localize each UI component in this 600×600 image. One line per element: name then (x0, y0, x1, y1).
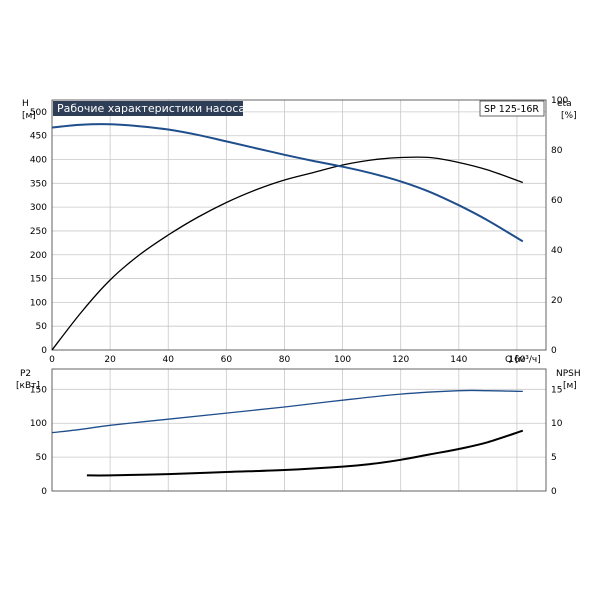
chart-title: Рабочие характеристики насоса (57, 102, 245, 115)
head-curve (51, 123, 524, 243)
p2-tick-100: 100 (30, 419, 47, 429)
q-tick-0: 0 (49, 355, 55, 365)
x-axis-label: Q [м³/ч] (505, 355, 541, 365)
h-axis-unit: [м] (22, 111, 36, 121)
p2-axis-unit: [кВт] (16, 381, 40, 391)
h-tick-400: 400 (30, 156, 47, 166)
h-tick-150: 150 (30, 275, 47, 285)
upper-x-ticks: 0 20 40 60 80 100 120 140 160 (49, 355, 526, 365)
h-tick-300: 300 (30, 203, 47, 213)
q-tick-140: 140 (450, 355, 467, 365)
model-box (479, 100, 545, 117)
eta-tick-100: 100 (551, 96, 568, 106)
lower-grid (51, 369, 546, 492)
q-tick-160: 160 (508, 355, 525, 365)
h-axis-label: H (22, 99, 29, 109)
upper-grid (51, 100, 546, 351)
p2-tick-50: 50 (36, 453, 48, 463)
h-tick-100: 100 (30, 298, 47, 308)
npsh-tick-15: 15 (551, 385, 562, 395)
h-tick-350: 350 (30, 179, 47, 189)
npsh-axis-unit: [м] (563, 381, 577, 391)
eta-tick-20: 20 (551, 296, 563, 306)
eta-tick-80: 80 (551, 146, 563, 156)
upper-panel: Рабочие характеристики насоса SP 125-16R… (22, 96, 577, 365)
eta-curve (51, 156, 524, 351)
npsh-curve (86, 429, 524, 477)
p2-tick-150: 150 (30, 385, 47, 395)
q-tick-20: 20 (104, 355, 116, 365)
npsh-tick-0: 0 (551, 487, 557, 497)
upper-left-ticks: 0 50 100 150 200 250 300 350 400 450 500 (30, 108, 47, 356)
h-tick-50: 50 (36, 322, 48, 332)
q-tick-100: 100 (334, 355, 351, 365)
lower-right-ticks: 0 5 10 15 (551, 385, 563, 497)
power-curve (51, 389, 523, 434)
eta-tick-60: 60 (551, 196, 563, 206)
q-tick-40: 40 (163, 355, 175, 365)
model-label: SP 125-16R (484, 104, 539, 115)
title-box (53, 101, 243, 116)
upper-frame (51, 99, 547, 351)
q-tick-60: 60 (221, 355, 233, 365)
p2-tick-0: 0 (41, 487, 47, 497)
q-tick-80: 80 (279, 355, 291, 365)
p2-axis-label: P2 (20, 369, 31, 379)
npsh-axis-label: NPSH (556, 369, 581, 379)
npsh-tick-10: 10 (551, 419, 563, 429)
lower-panel: P2 [кВт] NPSH [м] 0 50 100 150 0 5 10 15 (16, 368, 581, 497)
h-tick-450: 450 (30, 132, 47, 142)
eta-tick-40: 40 (551, 246, 563, 256)
h-tick-250: 250 (30, 227, 47, 237)
h-tick-200: 200 (30, 251, 47, 261)
q-tick-120: 120 (392, 355, 409, 365)
eta-axis-label: eta (557, 99, 572, 109)
lower-frame (51, 368, 547, 492)
eta-tick-0: 0 (551, 346, 557, 356)
upper-right-ticks: 0 20 40 60 80 100 (551, 96, 568, 356)
h-tick-500: 500 (30, 108, 47, 118)
eta-axis-unit: [%] (561, 111, 577, 121)
npsh-tick-5: 5 (551, 453, 557, 463)
h-tick-0: 0 (41, 346, 47, 356)
lower-left-ticks: 0 50 100 150 (30, 385, 47, 497)
